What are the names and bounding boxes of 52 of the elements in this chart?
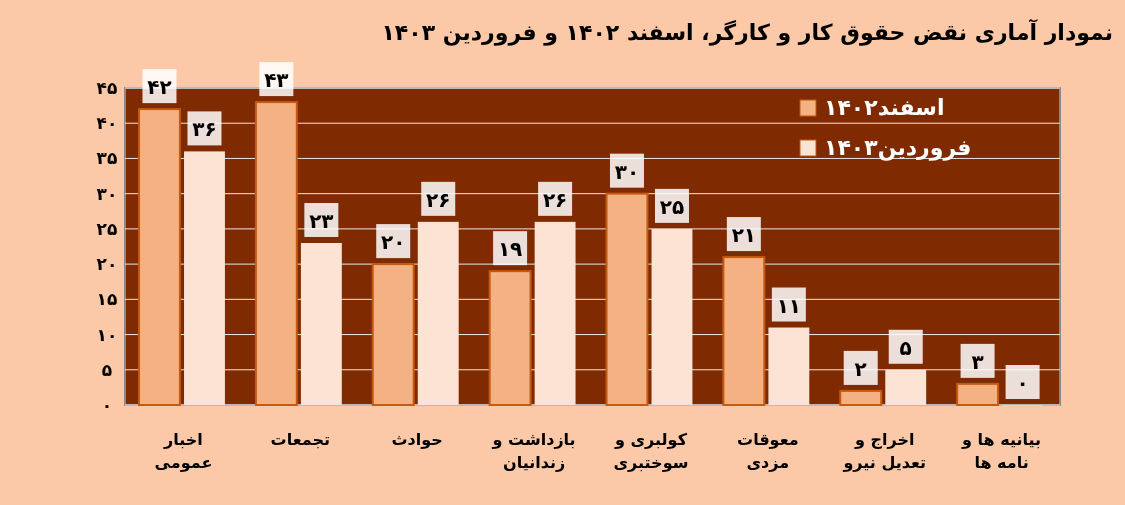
bar [768, 327, 810, 405]
bar [839, 389, 883, 406]
y-tick-label: ۴۵ [96, 78, 118, 98]
data-label: ۲۶ [426, 187, 451, 212]
bar [605, 192, 649, 406]
x-tick-label: اخراج و تعدیل نیرو [842, 430, 926, 473]
y-tick-label: ۱۰ [96, 324, 118, 345]
y-tick-label: ۵ [101, 359, 113, 380]
y-tick-label: ۳۵ [96, 148, 118, 169]
data-label: ۲۶ [542, 187, 568, 212]
bar [885, 369, 927, 405]
data-label: ۵ [899, 335, 912, 360]
y-tick-label: ۲۰ [96, 254, 118, 275]
y-tick-label: ۴۰ [96, 113, 118, 134]
bar [534, 221, 576, 405]
y-tick-label: ۲۵ [96, 218, 118, 239]
data-label: ۳۶ [192, 117, 217, 142]
bar [651, 228, 693, 405]
data-label: ۰ [1016, 371, 1029, 395]
bar [138, 108, 181, 406]
data-label: ۳ [971, 349, 984, 374]
bar [956, 382, 1000, 406]
data-label: ۲۳ [309, 208, 334, 233]
data-label: ۴۲ [147, 75, 172, 100]
bar [488, 270, 532, 406]
bar [417, 221, 459, 405]
data-label: ۱۹ [497, 237, 523, 262]
x-tick-label: بازداشت و زندانیان [491, 430, 576, 473]
data-label: ۲۱ [731, 223, 757, 248]
x-tick-label: بیانیه ها و نامه ها [961, 430, 1042, 473]
data-label: ۲۰ [381, 230, 406, 255]
x-tick-label: تجمعات [270, 430, 331, 449]
y-tick-label: ۱۵ [96, 289, 118, 310]
bar [184, 151, 225, 405]
legend-label: فروردین۱۴۰۳ [824, 135, 972, 161]
y-tick-label: ۰ [101, 395, 113, 415]
data-label: ۲ [854, 356, 867, 381]
x-tick-label: حوادث [391, 430, 443, 449]
data-label: ۳۰ [614, 159, 640, 184]
x-tick-label: معوقات مزدی [737, 430, 799, 473]
bar [300, 242, 342, 405]
x-tick-label: اخبار عمومی [154, 430, 213, 473]
bar [371, 263, 415, 406]
bar [722, 256, 766, 406]
bar [254, 101, 298, 406]
data-label: ۴۳ [264, 68, 289, 93]
x-tick-label: کولبری و سوختبری [613, 430, 689, 473]
y-tick-label: ۳۰ [96, 183, 118, 204]
data-label: ۲۵ [659, 194, 685, 219]
legend-label: اسفند۱۴۰۲ [824, 95, 945, 120]
data-label: ۱۱ [776, 293, 802, 318]
chart-title: نمودار آماری نقض حقوق کار و کارگر، اسفند ۱۴۰۲ و فروردین ۱۴۰۳ [381, 18, 1113, 46]
